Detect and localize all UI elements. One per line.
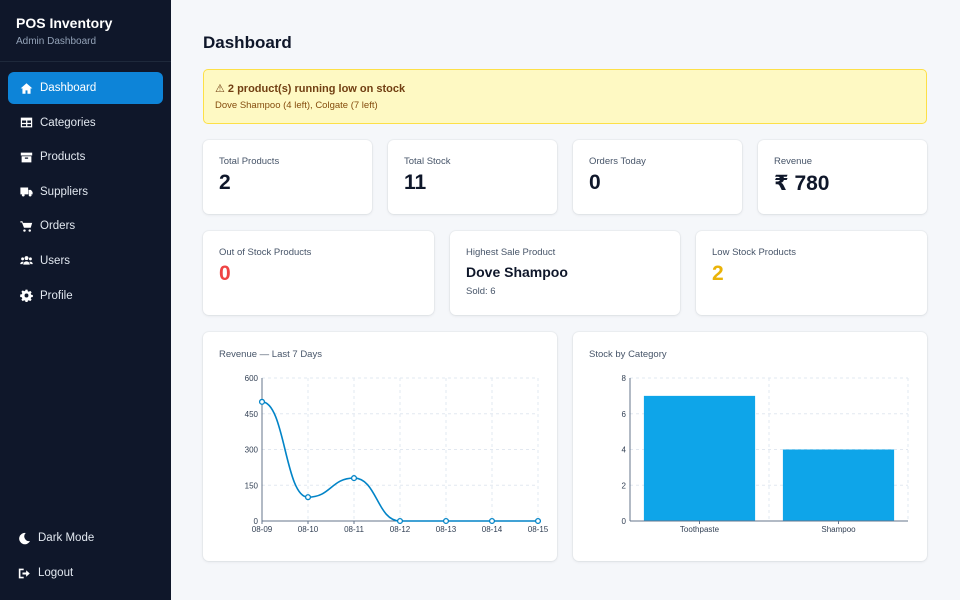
sidebar-nav: Dashboard Categories Products Suppliers … [0, 62, 171, 312]
x-tick-label: 08-10 [298, 525, 319, 534]
stat-label: Total Stock [404, 156, 451, 167]
y-tick-label: 8 [622, 374, 627, 383]
x-tick-label: 08-11 [344, 525, 364, 534]
home-icon [20, 82, 33, 95]
data-point [442, 517, 450, 525]
y-tick-label: 600 [245, 374, 259, 383]
out-of-stock-card: Out of Stock Products 0 [203, 231, 434, 315]
logout-icon [18, 567, 31, 580]
revenue-line-chart: 0 150 300 450 600 08-09 08-10 08-11 08-12 08-13 08… [245, 374, 549, 534]
y-tick-label: 0 [622, 517, 627, 526]
app-subtitle: Admin Dashboard [16, 36, 97, 47]
dark-mode-label: Dark Mode [38, 532, 95, 544]
stat-value: 11 [404, 171, 427, 194]
y-tick-label: 450 [245, 410, 259, 419]
data-point [396, 517, 404, 525]
highest-sale-sold: Sold: 6 [466, 286, 496, 297]
highest-sale-product-name: Dove Shampoo [466, 264, 568, 280]
stock-bar-chart: 0 2 4 6 8 Toothpaste Shampoo [622, 374, 909, 534]
x-tick-label: Shampoo [821, 525, 856, 534]
chart-title: Revenue — Last 7 Days [219, 349, 322, 360]
x-tick-label: Toothpaste [680, 525, 720, 534]
x-tick-label: 08-09 [252, 525, 273, 534]
main-content: Dashboard ⚠ 2 product(s) running low on … [171, 0, 960, 600]
x-tick-label: 08-14 [482, 525, 503, 534]
sidebar-item-products[interactable]: Products [8, 141, 163, 173]
alert-detail: Dove Shampoo (4 left), Colgate (7 left) [215, 100, 378, 111]
highest-sale-card: Highest Sale Product Dove Shampoo Sold: … [450, 231, 680, 315]
stat-label: Out of Stock Products [219, 247, 312, 258]
y-tick-label: 150 [245, 481, 259, 490]
y-tick-label: 2 [622, 481, 627, 490]
y-tick-label: 0 [254, 517, 259, 526]
data-point [304, 494, 312, 501]
page-title: Dashboard [203, 33, 292, 52]
x-tick-label: 08-15 [528, 525, 549, 534]
revenue-card: Revenue ₹ 780 [758, 140, 927, 214]
stat-label: Highest Sale Product [466, 247, 556, 258]
sidebar-bottom: Dark Mode Logout [8, 522, 163, 592]
orders-today-card: Orders Today 0 [573, 140, 742, 214]
stock-chart-card: Stock by Category 0 2 4 6 8 Toothpaste Shampoo [573, 332, 927, 561]
low-stock-card: Low Stock Products 2 [696, 231, 927, 315]
cart-icon [20, 220, 33, 233]
x-tick-label: 08-12 [390, 525, 411, 534]
stat-label: Total Products [219, 156, 280, 167]
app-title: POS Inventory [16, 15, 113, 31]
data-point [350, 475, 358, 482]
bar-toothpaste [643, 395, 756, 521]
logout-label: Logout [38, 567, 74, 579]
sidebar-item-dashboard[interactable]: Dashboard [8, 72, 163, 104]
table-icon [20, 116, 33, 129]
sidebar-item-label: Products [40, 151, 86, 164]
data-point [258, 398, 266, 405]
data-point [534, 517, 542, 525]
sidebar-item-label: Suppliers [40, 185, 88, 198]
y-tick-label: 6 [622, 410, 627, 419]
bar-shampoo [782, 449, 895, 521]
stat-label: Revenue [774, 156, 813, 167]
total-products-card: Total Products 2 [203, 140, 372, 214]
sidebar-item-suppliers[interactable]: Suppliers [8, 176, 163, 208]
users-icon [20, 254, 33, 267]
sidebar-item-label: Categories [40, 116, 96, 129]
moon-icon [18, 532, 31, 545]
box-icon [20, 151, 33, 164]
chart-title: Stock by Category [589, 349, 667, 360]
sidebar-item-orders[interactable]: Orders [8, 210, 163, 242]
sidebar-item-categories[interactable]: Categories [8, 107, 163, 139]
stat-value: 2 [219, 171, 231, 194]
logout-button[interactable]: Logout [8, 557, 163, 589]
y-tick-label: 4 [622, 446, 627, 455]
data-point [488, 517, 496, 525]
revenue-series-line [261, 401, 538, 522]
sidebar-item-profile[interactable]: Profile [8, 280, 163, 312]
stat-value: 2 [712, 262, 724, 285]
low-stock-alert: ⚠ 2 product(s) running low on stock Dove… [203, 69, 927, 124]
gear-icon [20, 289, 33, 303]
sidebar: POS Inventory Admin Dashboard Dashboard … [0, 0, 171, 600]
stat-value: 0 [219, 262, 231, 285]
stat-label: Orders Today [589, 156, 646, 167]
x-tick-label: 08-13 [436, 525, 457, 534]
sidebar-item-users[interactable]: Users [8, 245, 163, 277]
stat-label: Low Stock Products [712, 247, 796, 258]
stat-value: ₹ 780 [774, 172, 830, 195]
dark-mode-toggle[interactable]: Dark Mode [8, 522, 163, 554]
revenue-chart-card: Revenue — Last 7 Days 0 150 300 450 600 08-09… [203, 332, 557, 561]
total-stock-card: Total Stock 11 [388, 140, 557, 214]
sidebar-item-label: Orders [40, 220, 76, 233]
alert-title: ⚠ 2 product(s) running low on stock [215, 83, 406, 95]
sidebar-item-label: Profile [40, 289, 73, 302]
sidebar-item-label: Users [40, 254, 71, 267]
brand: POS Inventory Admin Dashboard [0, 0, 171, 62]
truck-icon [20, 185, 33, 198]
y-tick-label: 300 [245, 446, 259, 455]
stat-value: 0 [589, 171, 601, 194]
sidebar-item-label: Dashboard [40, 82, 97, 94]
